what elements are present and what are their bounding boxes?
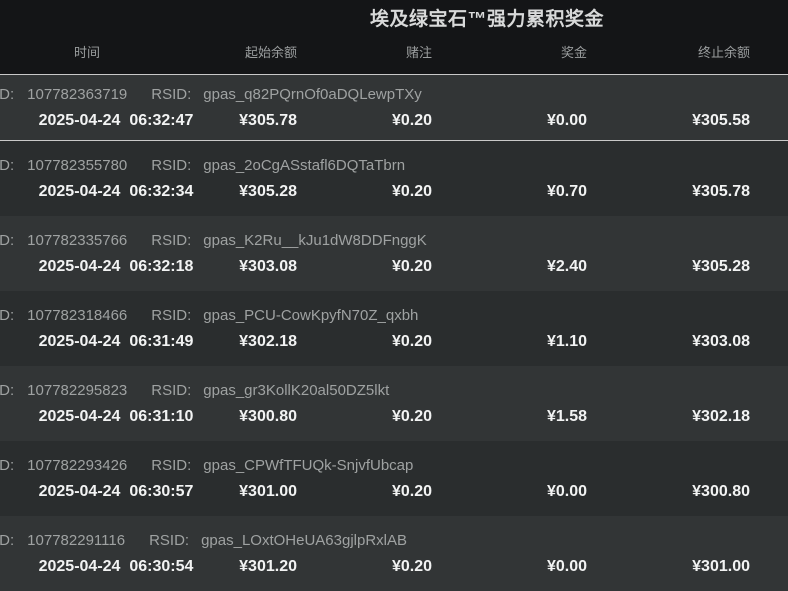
end-balance-cell: ¥300.80 xyxy=(692,482,750,500)
round-id-value: 107782291116 xyxy=(27,531,126,549)
bet-cell: ¥0.20 xyxy=(391,111,432,129)
end-balance-cell: ¥305.28 xyxy=(692,257,750,275)
page-title: 埃及绿宝石™强力累积奖金 xyxy=(369,9,604,30)
win-cell: ¥0.00 xyxy=(546,111,587,129)
table-row[interactable]: ID: 107782355780 RSID: gpas_2oCgASstafl6… xyxy=(0,141,788,216)
time-cell: 2025-04-24 06:30:54 xyxy=(38,557,194,575)
time-cell: 2025-04-24 06:32:47 xyxy=(38,111,194,129)
time-cell: 2025-04-24 06:31:49 xyxy=(38,332,194,350)
round-id-value: 107782355780 xyxy=(27,156,128,174)
rsid-value: gpas_2oCgASstafl6DQTaTbrn xyxy=(203,156,406,174)
row-values-line: 2025-04-24 06:32:47 ¥305.78 ¥0.20 ¥0.00 … xyxy=(0,111,788,130)
row-values-line: 2025-04-24 06:31:49 ¥302.18 ¥0.20 ¥1.10 … xyxy=(0,332,788,351)
row-values-line: 2025-04-24 06:32:18 ¥303.08 ¥0.20 ¥2.40 … xyxy=(0,257,788,276)
rsid-value: gpas_K2Ru__kJu1dW8DDFnggK xyxy=(203,231,427,249)
column-header-win: 奖金 xyxy=(560,45,587,60)
id-label: ID: xyxy=(0,85,15,103)
rsid-value: gpas_LOxtOHeUA63gjlpRxlAB xyxy=(201,531,408,549)
end-balance-cell: ¥305.78 xyxy=(692,182,750,200)
row-values-line: 2025-04-24 06:30:57 ¥301.00 ¥0.20 ¥0.00 … xyxy=(0,482,788,501)
round-id-value: 107782295823 xyxy=(27,381,128,399)
win-cell: ¥0.00 xyxy=(546,557,587,575)
start-balance-cell: ¥300.80 xyxy=(239,407,297,425)
id-label: ID: xyxy=(0,381,15,399)
column-header-start-balance: 起始余额 xyxy=(244,45,297,60)
round-id-value: 107782335766 xyxy=(27,231,128,249)
start-balance-cell: ¥302.18 xyxy=(239,332,297,350)
start-balance-cell: ¥305.28 xyxy=(239,182,297,200)
column-header-end-balance: 终止余额 xyxy=(697,45,750,60)
table-row[interactable]: ID: 107782295823 RSID: gpas_gr3KollK20al… xyxy=(0,366,788,441)
time-cell: 2025-04-24 06:32:18 xyxy=(38,257,194,275)
table-row[interactable]: ID: 107782318466 RSID: gpas_PCU-CowKpyfN… xyxy=(0,291,788,366)
table-row[interactable]: ID: 107782363719 RSID: gpas_q82PQrnOf0aD… xyxy=(0,74,788,141)
row-id-line: ID: 107782335766 RSID: gpas_K2Ru__kJu1dW… xyxy=(0,232,788,249)
start-balance-cell: ¥305.78 xyxy=(239,111,297,129)
rsid-label: RSID: xyxy=(151,456,192,474)
id-label: ID: xyxy=(0,456,15,474)
time-cell: 2025-04-24 06:30:57 xyxy=(38,482,194,500)
win-cell: ¥2.40 xyxy=(546,257,587,275)
round-id-value: 107782363719 xyxy=(27,85,128,103)
rsid-label: RSID: xyxy=(151,306,192,324)
column-header-time: 时间 xyxy=(73,45,100,60)
row-values-line: 2025-04-24 06:31:10 ¥300.80 ¥0.20 ¥1.58 … xyxy=(0,407,788,426)
time-cell: 2025-04-24 06:32:34 xyxy=(38,182,194,200)
bet-cell: ¥0.20 xyxy=(391,182,432,200)
id-label: ID: xyxy=(0,531,15,549)
header-section: 埃及绿宝石™强力累积奖金 时间 起始余额 赌注 奖金 终止余额 xyxy=(0,0,788,74)
history-list[interactable]: ID: 107782363719 RSID: gpas_q82PQrnOf0aD… xyxy=(0,74,788,591)
time-cell: 2025-04-24 06:31:10 xyxy=(38,407,194,425)
end-balance-cell: ¥303.08 xyxy=(692,332,750,350)
end-balance-cell: ¥305.58 xyxy=(692,111,750,129)
column-header-bet: 赌注 xyxy=(405,45,432,60)
row-id-line: ID: 107782291116 RSID: gpas_LOxtOHeUA63g… xyxy=(0,532,788,549)
table-row[interactable]: ID: 107782335766 RSID: gpas_K2Ru__kJu1dW… xyxy=(0,216,788,291)
bet-cell: ¥0.20 xyxy=(391,257,432,275)
id-label: ID: xyxy=(0,231,15,249)
row-values-line: 2025-04-24 06:30:54 ¥301.20 ¥0.20 ¥0.00 … xyxy=(0,557,788,576)
rsid-value: gpas_CPWfTFUQk-SnjvfUbcap xyxy=(203,456,414,474)
start-balance-cell: ¥301.20 xyxy=(239,557,297,575)
row-id-line: ID: 107782355780 RSID: gpas_2oCgASstafl6… xyxy=(0,157,788,174)
rsid-label: RSID: xyxy=(151,231,192,249)
row-id-line: ID: 107782293426 RSID: gpas_CPWfTFUQk-Sn… xyxy=(0,457,788,474)
rsid-label: RSID: xyxy=(149,531,190,549)
win-cell: ¥1.10 xyxy=(546,332,587,350)
table-row[interactable]: ID: 107782291116 RSID: gpas_LOxtOHeUA63g… xyxy=(0,516,788,591)
rsid-label: RSID: xyxy=(151,156,192,174)
round-id-value: 107782318466 xyxy=(27,306,128,324)
row-values-line: 2025-04-24 06:32:34 ¥305.28 ¥0.20 ¥0.70 … xyxy=(0,182,788,201)
rsid-label: RSID: xyxy=(151,85,192,103)
end-balance-cell: ¥302.18 xyxy=(692,407,750,425)
bet-cell: ¥0.20 xyxy=(391,407,432,425)
row-id-line: ID: 107782295823 RSID: gpas_gr3KollK20al… xyxy=(0,382,788,399)
rsid-value: gpas_gr3KollK20al50DZ5lkt xyxy=(203,381,390,399)
column-header-row: 时间 起始余额 赌注 奖金 终止余额 xyxy=(0,42,788,74)
row-id-line: ID: 107782363719 RSID: gpas_q82PQrnOf0aD… xyxy=(0,86,788,103)
table-row[interactable]: ID: 107782293426 RSID: gpas_CPWfTFUQk-Sn… xyxy=(0,441,788,516)
bet-cell: ¥0.20 xyxy=(391,482,432,500)
id-label: ID: xyxy=(0,306,15,324)
row-id-line: ID: 107782318466 RSID: gpas_PCU-CowKpyfN… xyxy=(0,307,788,324)
rsid-value: gpas_q82PQrnOf0aDQLewpTXy xyxy=(203,85,422,103)
bet-cell: ¥0.20 xyxy=(391,332,432,350)
start-balance-cell: ¥301.00 xyxy=(239,482,297,500)
win-cell: ¥0.00 xyxy=(546,482,587,500)
end-balance-cell: ¥301.00 xyxy=(692,557,750,575)
round-id-value: 107782293426 xyxy=(27,456,128,474)
start-balance-cell: ¥303.08 xyxy=(239,257,297,275)
bet-cell: ¥0.20 xyxy=(391,557,432,575)
rsid-label: RSID: xyxy=(151,381,192,399)
id-label: ID: xyxy=(0,156,15,174)
rsid-value: gpas_PCU-CowKpyfN70Z_qxbh xyxy=(203,306,419,324)
win-cell: ¥1.58 xyxy=(546,407,587,425)
win-cell: ¥0.70 xyxy=(546,182,587,200)
